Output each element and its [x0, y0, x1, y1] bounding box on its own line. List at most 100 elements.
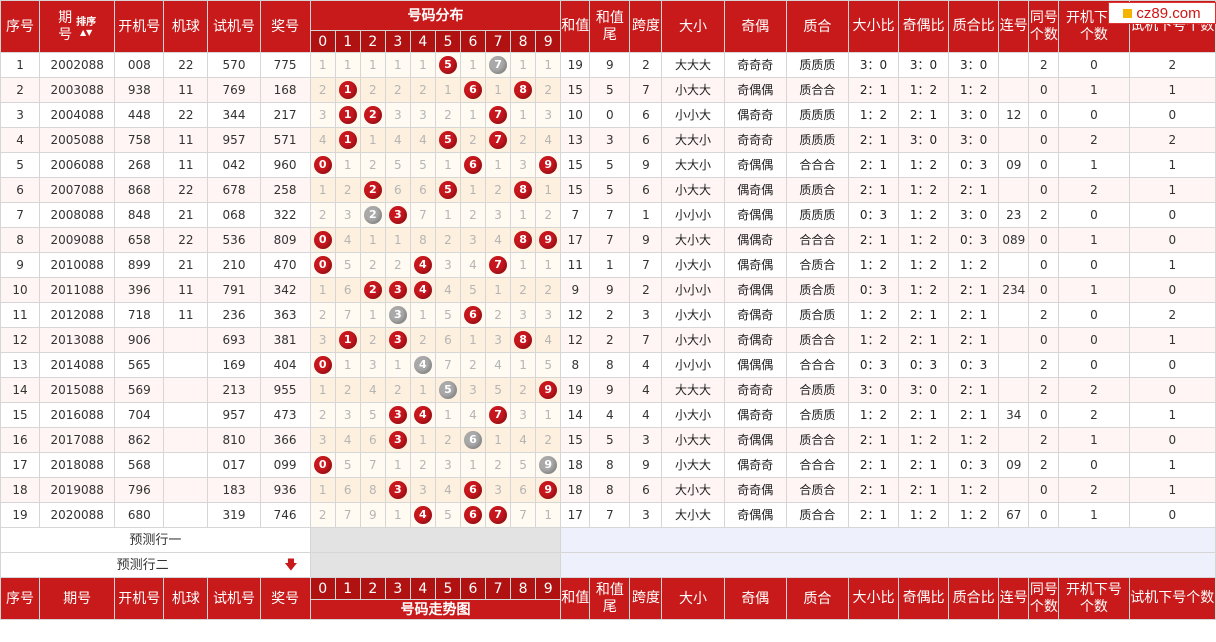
row-size-ratio: 0：3 [847, 277, 900, 303]
dist-cell-1: 3 [334, 402, 361, 428]
col-oddeven: 奇偶 [723, 0, 787, 53]
row-prize: 936 [259, 477, 311, 503]
row-open: 658 [114, 227, 165, 253]
table-row: 18 2019088 796 183 936 1 6 8 3 3 4 6 3 6 9 18 8 6 大小大 奇奇偶 合质… [0, 477, 1216, 503]
row-prime: 合合合 [785, 152, 849, 178]
row-span: 6 [629, 102, 663, 128]
dist-cell-1: 6 [334, 277, 361, 303]
row-open-next: 0 [1058, 202, 1130, 228]
dist-cell-5: 5 [434, 502, 461, 528]
row-prize: 746 [259, 502, 311, 528]
lottery-trend-table: 序号 期号 排序 ▲▼ 开机号 机球 试机号 奖号 号码分布 和值 和值尾 跨度… [0, 0, 1216, 620]
row-open-next: 0 [1058, 352, 1130, 378]
predict-row-2-dist[interactable] [309, 552, 562, 578]
dist-cell-7: 5 [484, 377, 512, 403]
row-sum-tail: 0 [589, 102, 631, 128]
hit-ball: 6 [463, 306, 482, 324]
row-consec [998, 477, 1030, 503]
site-logo[interactable]: cz89.com [1108, 2, 1216, 24]
predict-row-2-fill [560, 552, 1216, 578]
dist-cell-6: 1 [459, 452, 487, 478]
row-ball [163, 477, 209, 503]
row-issue: 2018088 [39, 452, 116, 478]
row-ball: 21 [163, 252, 209, 278]
predict-row-2-label: 预测行二 [116, 557, 169, 573]
dist-cell-3: 2 [384, 77, 411, 103]
row-seq: 3 [0, 102, 41, 128]
foot-open: 开机号 [114, 577, 165, 620]
row-open: 938 [114, 77, 165, 103]
row-prime: 合质质 [785, 377, 849, 403]
dist-cell-5: 1 [434, 402, 461, 428]
dist-cell-8: 3 [510, 402, 537, 428]
row-ball: 11 [163, 277, 209, 303]
dist-cell-6: 1 [459, 177, 487, 203]
dist-cell-9: 5 [535, 352, 562, 378]
row-span: 6 [629, 127, 663, 153]
foot-digit-4: 4 [409, 577, 436, 600]
row-pc-ratio: 3：0 [948, 202, 1000, 228]
sort-button[interactable]: 排序 ▲▼ [76, 17, 96, 37]
dist-cell-7: 2 [484, 177, 512, 203]
col-digit-4: 4 [409, 30, 436, 53]
row-consec: 234 [998, 277, 1030, 303]
row-seq: 4 [0, 127, 41, 153]
dist-cell-1: 1 [334, 77, 361, 103]
row-prime: 质合质 [785, 302, 849, 328]
row-issue: 2007088 [39, 177, 116, 203]
dist-cell-9: 9 [535, 227, 562, 253]
col-issue[interactable]: 期号 排序 ▲▼ [39, 0, 116, 53]
row-seq: 17 [0, 452, 41, 478]
table-row: 8 2009088 658 22 536 809 0 4 1 1 8 2 3 4 8 9 17 7 9 大小大 偶偶奇合… [0, 227, 1216, 253]
table-row: 4 2005088 758 11 957 571 4 1 1 4 4 5 2 7 2 4 13 3 6 大大小 奇奇奇质… [0, 127, 1216, 153]
dist-cell-9: 9 [535, 477, 562, 503]
row-span: 3 [629, 302, 663, 328]
foot-digit-5: 5 [434, 577, 461, 600]
col-prize: 奖号 [259, 0, 311, 53]
foot-seq: 序号 [0, 577, 41, 620]
foot-digit-8: 8 [510, 577, 537, 600]
dist-cell-7: 3 [484, 477, 512, 503]
row-trial-next: 2 [1128, 52, 1216, 78]
dist-cell-0: 2 [309, 77, 336, 103]
dist-cell-8: 1 [510, 52, 537, 78]
row-ball [163, 502, 209, 528]
row-size-ratio: 2：1 [847, 502, 900, 528]
predict-row-2[interactable]: 预测行二 🡇 [0, 552, 311, 578]
row-sum-tail: 8 [589, 477, 631, 503]
row-sum-tail: 8 [589, 452, 631, 478]
row-issue: 2015088 [39, 377, 116, 403]
row-trial: 810 [207, 427, 261, 453]
arrow-down-icon[interactable]: 🡇 [284, 557, 298, 573]
row-sum-tail: 5 [589, 177, 631, 203]
row-open-next: 0 [1058, 302, 1130, 328]
row-seq: 5 [0, 152, 41, 178]
row-sum: 15 [560, 177, 591, 203]
row-open-next: 1 [1058, 77, 1130, 103]
row-prize: 322 [259, 202, 311, 228]
foot-oddeven: 奇偶 [723, 577, 787, 620]
row-sum-tail: 3 [589, 127, 631, 153]
row-prime: 质质质 [785, 202, 849, 228]
dist-cell-5: 5 [434, 127, 461, 153]
hit-ball: 7 [489, 131, 508, 149]
hit-ball: 2 [363, 106, 382, 124]
dist-cell-2: 8 [359, 477, 386, 503]
predict-row-1[interactable]: 预测行一 [0, 527, 311, 553]
col-digit-6: 6 [459, 30, 487, 53]
row-oe-ratio: 1：2 [898, 277, 950, 303]
dist-cell-5: 5 [434, 302, 461, 328]
row-ball [163, 452, 209, 478]
hit-ball: 0 [313, 231, 332, 249]
table-row: 17 2018088 568 017 099 0 5 7 1 2 3 1 2 5 9 18 8 9 小大大 偶奇奇 合合… [0, 452, 1216, 478]
row-same: 0 [1028, 277, 1060, 303]
row-same: 0 [1028, 252, 1060, 278]
row-trial-next: 1 [1128, 402, 1216, 428]
row-same: 0 [1028, 177, 1060, 203]
predict-row-1-dist[interactable] [309, 527, 562, 553]
row-prize: 809 [259, 227, 311, 253]
dist-cell-0: 0 [309, 227, 336, 253]
row-size-ratio: 0：3 [847, 352, 900, 378]
row-ball: 22 [163, 227, 209, 253]
row-open: 396 [114, 277, 165, 303]
